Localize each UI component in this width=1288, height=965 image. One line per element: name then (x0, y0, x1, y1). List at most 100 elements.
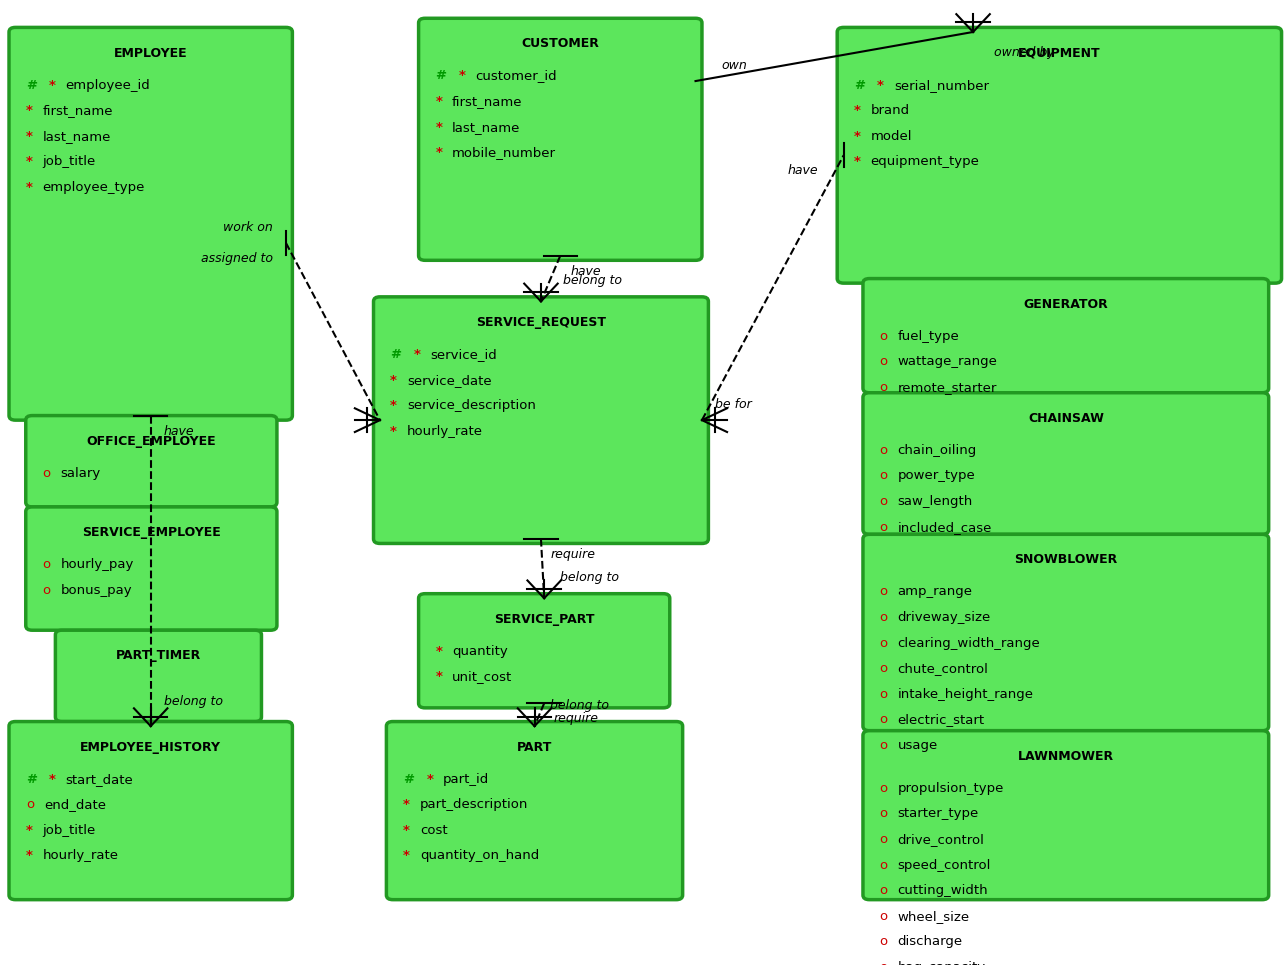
Text: *: * (49, 773, 55, 786)
Text: discharge: discharge (898, 935, 963, 949)
Text: have: have (571, 264, 601, 278)
Text: o: o (880, 637, 887, 649)
Text: *: * (459, 69, 465, 82)
Text: first_name: first_name (452, 95, 523, 108)
Text: o: o (880, 381, 887, 394)
Text: mobile_number: mobile_number (452, 146, 556, 159)
Text: part_id: part_id (443, 773, 489, 786)
FancyBboxPatch shape (863, 279, 1269, 393)
Text: #: # (390, 348, 402, 361)
Text: wattage_range: wattage_range (898, 355, 998, 369)
FancyBboxPatch shape (863, 535, 1269, 731)
Text: included_case: included_case (898, 520, 992, 534)
Text: SERVICE_EMPLOYEE: SERVICE_EMPLOYEE (82, 526, 220, 539)
Text: SERVICE_REQUEST: SERVICE_REQUEST (477, 316, 605, 329)
Text: *: * (26, 180, 32, 194)
Text: *: * (877, 78, 884, 92)
Text: start_date: start_date (66, 773, 134, 786)
Text: *: * (403, 824, 410, 837)
FancyBboxPatch shape (26, 507, 277, 630)
Text: o: o (880, 739, 887, 752)
Text: bonus_pay: bonus_pay (61, 584, 133, 596)
Text: o: o (880, 611, 887, 624)
Text: service_description: service_description (407, 400, 536, 412)
Text: o: o (43, 584, 50, 596)
Text: o: o (880, 688, 887, 701)
Text: o: o (880, 469, 887, 482)
Text: belong to: belong to (550, 699, 609, 712)
Text: EQUIPMENT: EQUIPMENT (1018, 46, 1101, 60)
Text: drive_control: drive_control (898, 833, 984, 846)
Text: o: o (26, 798, 33, 812)
Text: o: o (880, 495, 887, 508)
Text: work on: work on (223, 221, 273, 234)
Text: have: have (787, 164, 818, 178)
Text: PART: PART (516, 741, 553, 754)
Text: end_date: end_date (44, 798, 106, 812)
Text: unit_cost: unit_cost (452, 671, 513, 683)
Text: electric_start: electric_start (898, 713, 985, 727)
Text: chain_oiling: chain_oiling (898, 444, 978, 456)
Text: o: o (880, 713, 887, 727)
Text: last_name: last_name (43, 129, 111, 143)
Text: o: o (43, 558, 50, 571)
Text: cost: cost (420, 824, 447, 837)
Text: power_type: power_type (898, 469, 975, 482)
Text: brand: brand (871, 104, 909, 117)
Text: customer_id: customer_id (475, 69, 556, 82)
Text: *: * (854, 104, 860, 117)
Text: *: * (435, 95, 442, 108)
Text: owned by: owned by (994, 46, 1055, 60)
Text: belong to: belong to (164, 695, 223, 708)
Text: part_description: part_description (420, 798, 528, 812)
Text: *: * (426, 773, 433, 786)
Text: EMPLOYEE_HISTORY: EMPLOYEE_HISTORY (80, 741, 222, 754)
Text: starter_type: starter_type (898, 808, 979, 820)
Text: assigned to: assigned to (201, 252, 273, 265)
Text: last_name: last_name (452, 121, 520, 133)
Text: LAWNMOWER: LAWNMOWER (1018, 750, 1114, 763)
Text: propulsion_type: propulsion_type (898, 782, 1005, 795)
Text: *: * (435, 121, 442, 133)
Text: CHAINSAW: CHAINSAW (1028, 412, 1104, 425)
Text: belong to: belong to (563, 274, 622, 287)
Text: *: * (403, 849, 410, 863)
Text: o: o (880, 330, 887, 343)
Text: *: * (26, 824, 32, 837)
Text: hourly_rate: hourly_rate (43, 849, 118, 863)
Text: o: o (880, 520, 887, 534)
Text: cutting_width: cutting_width (898, 884, 988, 897)
Text: o: o (880, 935, 887, 949)
Text: #: # (435, 69, 447, 82)
Text: o: o (880, 355, 887, 369)
Text: o: o (43, 467, 50, 480)
Text: *: * (390, 400, 397, 412)
Text: *: * (435, 146, 442, 159)
Text: service_date: service_date (407, 373, 492, 387)
FancyBboxPatch shape (26, 416, 277, 507)
Text: remote_starter: remote_starter (898, 381, 997, 394)
Text: quantity: quantity (452, 645, 507, 658)
Text: employee_type: employee_type (43, 180, 144, 194)
Text: usage: usage (898, 739, 938, 752)
Text: hourly_pay: hourly_pay (61, 558, 134, 571)
Text: *: * (26, 155, 32, 168)
Text: #: # (403, 773, 415, 786)
Text: *: * (413, 348, 420, 361)
Text: job_title: job_title (43, 155, 95, 168)
Text: driveway_size: driveway_size (898, 611, 990, 624)
FancyBboxPatch shape (863, 393, 1269, 535)
Text: clearing_width_range: clearing_width_range (898, 637, 1041, 649)
Text: *: * (26, 849, 32, 863)
Text: o: o (880, 910, 887, 923)
Text: model: model (871, 129, 912, 143)
Text: job_title: job_title (43, 824, 95, 837)
Text: o: o (880, 833, 887, 846)
Text: require: require (551, 548, 595, 561)
FancyBboxPatch shape (386, 722, 683, 899)
Text: *: * (390, 425, 397, 438)
Text: belong to: belong to (560, 571, 618, 584)
Text: serial_number: serial_number (894, 78, 989, 92)
Text: *: * (403, 798, 410, 812)
Text: *: * (390, 373, 397, 387)
